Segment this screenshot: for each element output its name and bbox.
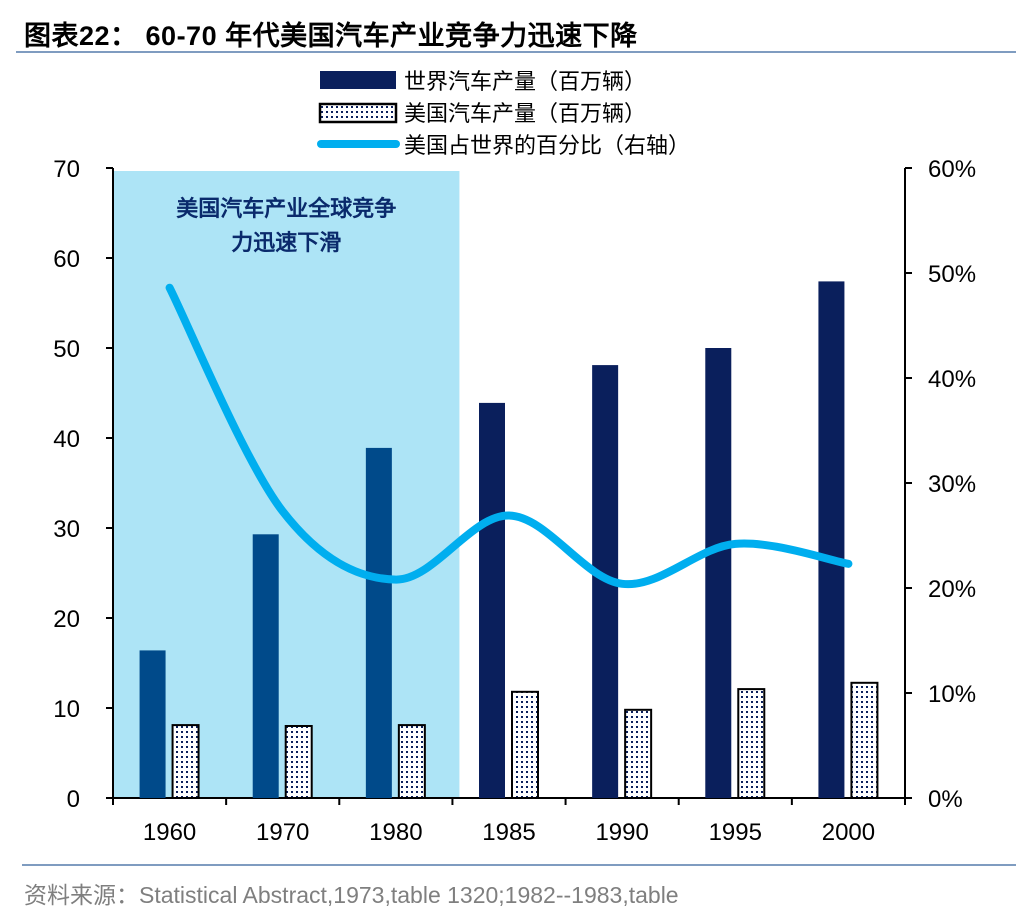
source-divider <box>22 864 1016 866</box>
world-production-bar <box>705 348 732 798</box>
source-note: 资料来源：Statistical Abstract,1973,table 132… <box>24 882 679 908</box>
us-production-bar <box>397 724 426 799</box>
left-tick-label: 40 <box>53 426 80 453</box>
right-tick-label: 50% <box>928 261 976 288</box>
left-tick-label: 50 <box>53 336 80 363</box>
right-tick-label: 40% <box>928 366 976 393</box>
left-tick-label: 0 <box>67 786 80 813</box>
x-tick-label: 1970 <box>256 819 309 846</box>
us-share-line <box>165 283 853 589</box>
highlight-annotation: 美国汽车产业全球竞争 <box>176 196 396 222</box>
world-production-bar <box>252 534 279 798</box>
chart-title: 图表22： 60-70 年代美国汽车产业竞争力迅速下降 <box>24 21 638 51</box>
right-tick-label: 0% <box>928 786 963 813</box>
highlight-region <box>113 171 460 798</box>
x-tick-label: 1980 <box>369 819 422 846</box>
right-tick-label: 20% <box>928 576 976 603</box>
us-production-bar <box>171 724 200 799</box>
title-divider <box>16 51 1016 53</box>
us-production-bar <box>511 690 539 799</box>
legend-swatch-world <box>320 71 396 89</box>
left-tick-label: 60 <box>53 246 80 273</box>
legend-label-share: 美国占世界的百分比（右轴） <box>404 134 690 159</box>
x-tick-label: 1995 <box>709 819 762 846</box>
left-tick-label: 10 <box>53 696 80 723</box>
legend-label-us: 美国汽车产量（百万辆） <box>404 102 646 127</box>
left-tick-label: 20 <box>53 606 80 633</box>
right-tick-label: 60% <box>928 156 976 183</box>
x-tick-label: 2000 <box>822 819 875 846</box>
right-tick-label: 30% <box>928 471 976 498</box>
right-tick-label: 10% <box>928 681 976 708</box>
world-production-bar <box>818 281 845 798</box>
us-production-bar <box>737 688 766 799</box>
left-tick-label: 70 <box>53 156 80 183</box>
x-tick-label: 1990 <box>595 819 648 846</box>
us-production-bar <box>850 681 879 799</box>
highlight-annotation: 力迅速下滑 <box>231 230 341 256</box>
legend-swatch-us <box>318 102 398 124</box>
left-tick-label: 30 <box>53 516 80 543</box>
x-tick-label: 1960 <box>143 819 196 846</box>
world-production-bar <box>479 402 505 798</box>
x-tick-label: 1985 <box>482 819 535 846</box>
legend-label-world: 世界汽车产量（百万辆） <box>404 70 646 95</box>
world-production-bar <box>365 447 392 798</box>
us-production-bar <box>624 708 653 799</box>
us-production-bar <box>284 725 313 799</box>
world-production-bar <box>139 650 166 798</box>
